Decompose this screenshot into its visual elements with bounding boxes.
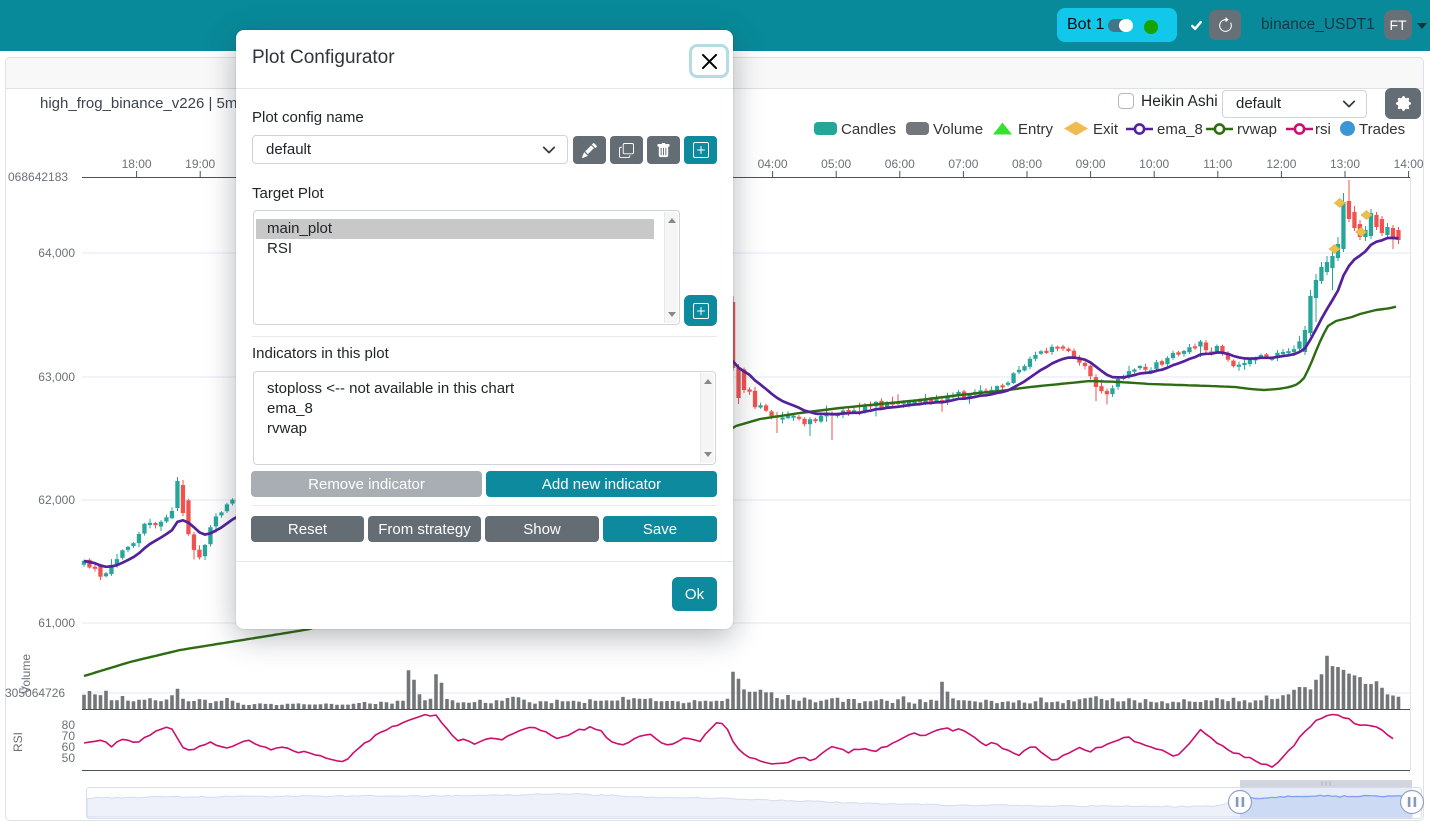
svg-text:068642183: 068642183 — [8, 170, 68, 184]
svg-text:14:00: 14:00 — [1394, 157, 1424, 171]
svg-text:RSI: RSI — [11, 732, 25, 752]
svg-text:80: 80 — [62, 718, 76, 732]
svg-text:Volume: Volume — [19, 654, 33, 694]
svg-text:64,000: 64,000 — [38, 246, 75, 260]
svg-text:10:00: 10:00 — [1139, 157, 1169, 171]
svg-text:305064726: 305064726 — [5, 686, 65, 700]
svg-text:50: 50 — [62, 751, 76, 765]
svg-text:07:00: 07:00 — [948, 157, 978, 171]
svg-text:11:00: 11:00 — [1203, 157, 1232, 171]
svg-text:63,000: 63,000 — [38, 370, 75, 384]
svg-text:61,000: 61,000 — [38, 616, 75, 630]
svg-text:62,000: 62,000 — [38, 493, 75, 507]
svg-text:18:00: 18:00 — [122, 157, 152, 171]
svg-text:06:00: 06:00 — [885, 157, 915, 171]
svg-text:04:00: 04:00 — [758, 157, 788, 171]
svg-text:60: 60 — [62, 740, 76, 754]
svg-text:13:00: 13:00 — [1330, 157, 1360, 171]
svg-text:05:00: 05:00 — [821, 157, 851, 171]
svg-text:09:00: 09:00 — [1076, 157, 1106, 171]
svg-text:19:00: 19:00 — [185, 157, 215, 171]
svg-text:70: 70 — [62, 729, 76, 743]
svg-text:08:00: 08:00 — [1012, 157, 1042, 171]
svg-text:12:00: 12:00 — [1266, 157, 1296, 171]
